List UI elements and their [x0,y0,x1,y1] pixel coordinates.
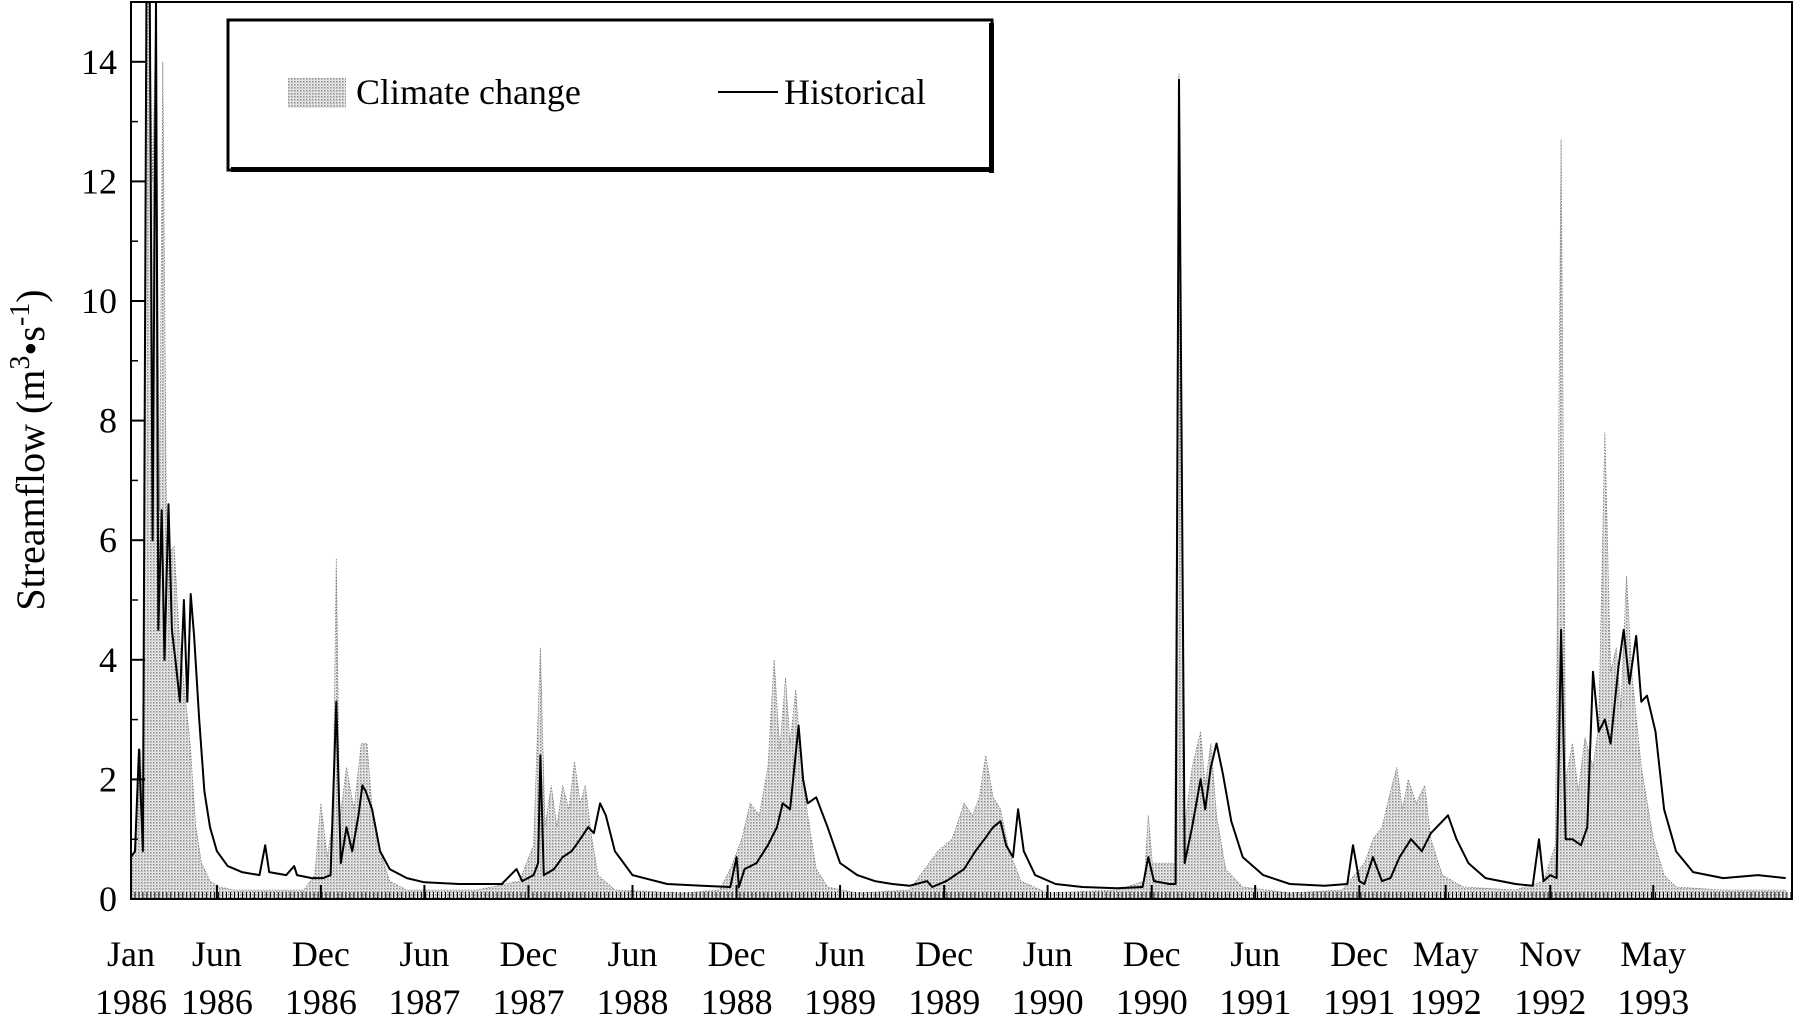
x-tick-label-month-13: May [1413,934,1479,974]
legend-swatch-climate-change [288,78,346,108]
x-tick-label-month-7: Jun [815,934,865,974]
y-axis-title: Streamflow (m3•s-1) [5,289,54,610]
x-tick-label-year-2: 1986 [285,982,357,1022]
y-tick-label-2: 2 [99,759,117,799]
y-tick-label-12: 12 [81,161,117,201]
x-tick-label-year-9: 1990 [1012,982,1084,1022]
y-axis: 0 2 4 6 8 10 12 14 [81,1,145,919]
x-tick-label-year-0: 1986 [95,982,167,1022]
legend-label-historical: Historical [784,72,926,112]
x-tick-label-year-4: 1987 [493,982,565,1022]
x-tick-label-year-13: 1992 [1410,982,1482,1022]
legend: Climate change Historical [226,18,994,173]
x-tick-label-month-2: Dec [292,934,350,974]
x-tick-label-month-11: Jun [1230,934,1280,974]
historical-line-layer [130,1,1786,890]
x-tick-label-month-6: Dec [708,934,766,974]
x-tick-label-month-3: Jun [399,934,449,974]
x-tick-label-month-1: Jun [192,934,242,974]
x-tick-label-month-5: Jun [607,934,657,974]
legend-label-climate-change: Climate change [356,72,581,112]
plot-frame [130,1,1793,900]
x-tick-label-year-8: 1989 [908,982,980,1022]
historical-line [130,1,1786,890]
x-tick-label-year-5: 1988 [597,982,669,1022]
y-tick-label-4: 4 [99,640,117,680]
legend-box-shadow-bottom [231,167,994,172]
x-tick-label-month-4: Dec [500,934,558,974]
y-axis-title-sup1: 3 [5,356,36,370]
x-tick-label-month-15: May [1620,934,1686,974]
y-axis-title-mid: •s [8,326,53,356]
x-tick-label-year-14: 1992 [1514,982,1586,1022]
x-tick-label-month-14: Nov [1519,934,1581,974]
x-tick-label-month-12: Dec [1330,934,1388,974]
x-tick-label-month-9: Jun [1023,934,1073,974]
legend-box-shadow-right [989,23,994,173]
x-tick-label-month-10: Dec [1123,934,1181,974]
y-axis-title-sup2: -1 [5,303,36,326]
x-minor-ticks [130,892,1792,899]
x-tick-label-month-0: Jan [107,934,155,974]
y-tick-label-0: 0 [99,879,117,919]
y-tick-label-10: 10 [81,281,117,321]
y-tick-label-6: 6 [99,520,117,560]
y-tick-label-8: 8 [99,401,117,441]
x-axis: Jan 1986 Jun 1986 Dec 1986 Jun 1987 Dec 1987 Jun 19… [95,885,1689,1022]
x-tick-label-year-1: 1986 [181,982,253,1022]
x-tick-label-year-15: 1993 [1617,982,1689,1022]
y-axis-title-main: Streamflow (m [8,370,53,611]
x-tick-label-month-8: Dec [915,934,973,974]
x-tick-label-year-3: 1987 [388,982,460,1022]
x-tick-label-year-6: 1988 [701,982,773,1022]
y-axis-title-end: ) [8,289,53,302]
x-tick-label-year-12: 1991 [1323,982,1395,1022]
x-tick-label-year-7: 1989 [804,982,876,1022]
climate-change-area [130,1,1787,900]
y-tick-label-14: 14 [81,42,117,82]
climate-change-area-layer [130,1,1787,900]
x-tick-label-year-10: 1990 [1116,982,1188,1022]
x-tick-label-year-11: 1991 [1219,982,1291,1022]
